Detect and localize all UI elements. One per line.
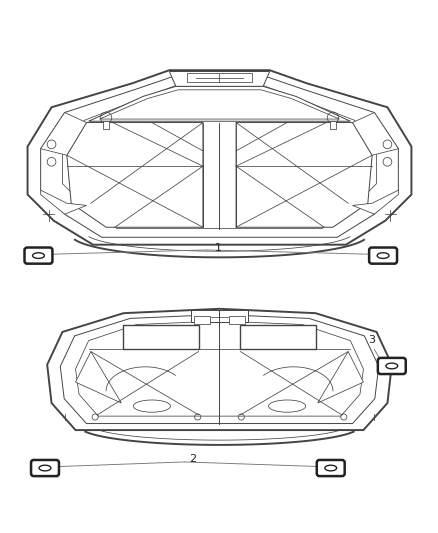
Ellipse shape xyxy=(324,465,336,471)
Polygon shape xyxy=(169,71,269,86)
FancyBboxPatch shape xyxy=(25,247,52,264)
FancyBboxPatch shape xyxy=(368,247,396,264)
FancyBboxPatch shape xyxy=(316,460,344,476)
Polygon shape xyxy=(122,325,198,350)
Text: 3: 3 xyxy=(368,335,375,345)
FancyBboxPatch shape xyxy=(377,358,405,374)
Ellipse shape xyxy=(32,253,44,259)
Polygon shape xyxy=(75,352,121,403)
FancyBboxPatch shape xyxy=(194,316,209,324)
FancyBboxPatch shape xyxy=(103,121,109,128)
Polygon shape xyxy=(88,86,350,121)
Text: 1: 1 xyxy=(215,243,222,253)
Ellipse shape xyxy=(268,400,305,412)
Text: 2: 2 xyxy=(188,454,196,464)
Polygon shape xyxy=(67,123,202,227)
Polygon shape xyxy=(41,190,86,214)
Polygon shape xyxy=(240,325,316,350)
Polygon shape xyxy=(191,310,247,322)
FancyBboxPatch shape xyxy=(31,460,59,476)
Polygon shape xyxy=(317,352,363,403)
Ellipse shape xyxy=(133,400,170,412)
Polygon shape xyxy=(41,112,86,155)
Ellipse shape xyxy=(39,465,51,471)
Ellipse shape xyxy=(385,363,397,369)
Polygon shape xyxy=(28,70,410,245)
FancyBboxPatch shape xyxy=(329,121,335,128)
FancyBboxPatch shape xyxy=(229,316,244,324)
Ellipse shape xyxy=(376,253,388,259)
Polygon shape xyxy=(186,73,252,82)
Polygon shape xyxy=(47,309,391,430)
Polygon shape xyxy=(352,112,397,155)
Polygon shape xyxy=(352,190,397,214)
Polygon shape xyxy=(236,123,371,227)
